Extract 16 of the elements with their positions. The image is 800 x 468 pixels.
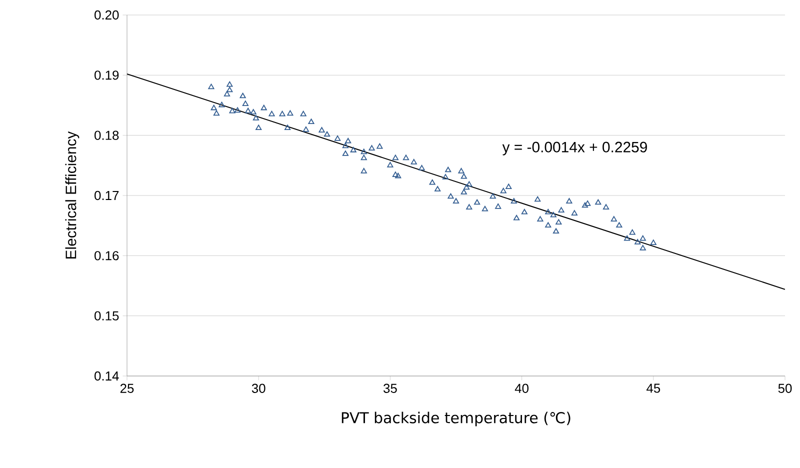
x-tick-label: 45 xyxy=(646,384,660,393)
y-tick-label: 0.18 xyxy=(94,130,119,140)
annotation: y = -0.0014x + 0.2259 xyxy=(502,142,647,156)
x-tick-label: 30 xyxy=(252,384,266,393)
y-tick-label: 0.20 xyxy=(94,10,119,20)
y-tick-label: 0.14 xyxy=(94,371,119,381)
x-tick-label: 35 xyxy=(384,384,397,393)
y-tick-label: 0.15 xyxy=(94,311,119,320)
y-axis-title: Electrical Efficiency xyxy=(65,131,80,259)
x-tick-label: 40 xyxy=(514,384,529,393)
x-tick-label: 25 xyxy=(120,384,134,393)
y-tick-label: 0.19 xyxy=(94,70,119,80)
x-tick-label: 50 xyxy=(778,384,792,393)
x-axis-title: PVT backside temperature (℃) xyxy=(342,412,570,426)
y-tick-label: 0.16 xyxy=(94,251,119,260)
y-tick-label: 0.17 xyxy=(94,190,119,200)
